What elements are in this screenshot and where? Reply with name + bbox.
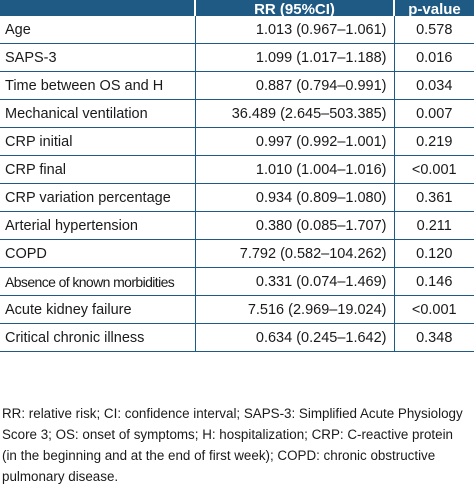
table-row: CRP final 1.010 (1.004–1.016) <0.001	[0, 155, 474, 184]
cell-rr: 0.634 (0.245–1.642)	[195, 323, 395, 352]
table-row: SAPS-3 1.099 (1.017–1.188) 0.016	[0, 43, 474, 72]
table-row: Critical chronic illness 0.634 (0.245–1.…	[0, 323, 474, 352]
cell-variable: Mechanical ventilation	[0, 99, 196, 128]
header-variable	[0, 0, 196, 16]
table-row: Arterial hypertension 0.380 (0.085–1.707…	[0, 211, 474, 240]
footnote-line: Score 3; OS: onset of symptoms; H: hospi…	[2, 427, 453, 442]
cell-p-value: 0.211	[394, 211, 474, 240]
table-row: CRP initial 0.997 (0.992–1.001) 0.219	[0, 127, 474, 156]
cell-variable: Critical chronic illness	[0, 323, 196, 352]
cell-variable: Acute kidney failure	[0, 295, 196, 324]
cell-variable: CRP initial	[0, 127, 196, 156]
header-row: RR (95%CI) p-value	[0, 0, 474, 16]
cell-variable: CRP final	[0, 155, 196, 184]
table-row: Time between OS and H 0.887 (0.794–0.991…	[0, 71, 474, 100]
cell-rr: 36.489 (2.645–503.385)	[195, 99, 395, 128]
cell-rr: 1.099 (1.017–1.188)	[195, 43, 395, 72]
header-rr: RR (95%CI)	[195, 0, 395, 16]
cell-variable: Time between OS and H	[0, 71, 196, 100]
cell-rr: 0.887 (0.794–0.991)	[195, 71, 395, 100]
cell-variable: SAPS-3	[0, 43, 196, 72]
table-header: RR (95%CI) p-value	[0, 0, 474, 16]
footnote-line: RR: relative risk; CI: confidence interv…	[2, 406, 463, 421]
table-footnote: RR: relative risk; CI: confidence interv…	[2, 403, 474, 487]
cell-p-value: <0.001	[394, 155, 474, 184]
cell-p-value: 0.034	[394, 71, 474, 100]
table-row: COPD 7.792 (0.582–104.262) 0.120	[0, 239, 474, 268]
table-row: Absence of known morbidities 0.331 (0.07…	[0, 267, 474, 296]
cell-variable: CRP variation percentage	[0, 183, 196, 212]
cell-rr: 0.380 (0.085–1.707)	[195, 211, 395, 240]
cell-p-value: 0.578	[394, 16, 474, 44]
results-table: RR (95%CI) p-value Age 1.013 (0.967–1.06…	[0, 0, 474, 352]
cell-p-value: 0.219	[394, 127, 474, 156]
cell-p-value: 0.146	[394, 267, 474, 296]
cell-p-value: <0.001	[394, 295, 474, 324]
table-row: Acute kidney failure 7.516 (2.969–19.024…	[0, 295, 474, 324]
table-row: Mechanical ventilation 36.489 (2.645–503…	[0, 99, 474, 128]
cell-rr: 0.934 (0.809–1.080)	[195, 183, 395, 212]
cell-p-value: 0.348	[394, 323, 474, 352]
cell-p-value: 0.120	[394, 239, 474, 268]
cell-rr: 1.010 (1.004–1.016)	[195, 155, 395, 184]
cell-rr: 1.013 (0.967–1.061)	[195, 16, 395, 44]
cell-rr: 0.331 (0.074–1.469)	[195, 267, 395, 296]
footnote-line: pulmonary disease.	[2, 469, 119, 484]
cell-rr: 7.516 (2.969–19.024)	[195, 295, 395, 324]
cell-rr: 7.792 (0.582–104.262)	[195, 239, 395, 268]
results-table-container: RR (95%CI) p-value Age 1.013 (0.967–1.06…	[0, 0, 474, 352]
cell-p-value: 0.007	[394, 99, 474, 128]
cell-variable: Age	[0, 16, 196, 44]
table-row: Age 1.013 (0.967–1.061) 0.578	[0, 16, 474, 44]
cell-variable: COPD	[0, 239, 196, 268]
cell-variable: Absence of known morbidities	[0, 267, 196, 296]
cell-p-value: 0.016	[394, 43, 474, 72]
cell-variable: Arterial hypertension	[0, 211, 196, 240]
header-p-value: p-value	[394, 0, 474, 16]
cell-rr: 0.997 (0.992–1.001)	[195, 127, 395, 156]
cell-p-value: 0.361	[394, 183, 474, 212]
table-row: CRP variation percentage 0.934 (0.809–1.…	[0, 183, 474, 212]
footnote-line: (in the beginning and at the end of firs…	[2, 448, 436, 463]
table-body: Age 1.013 (0.967–1.061) 0.578 SAPS-3 1.0…	[0, 16, 474, 352]
